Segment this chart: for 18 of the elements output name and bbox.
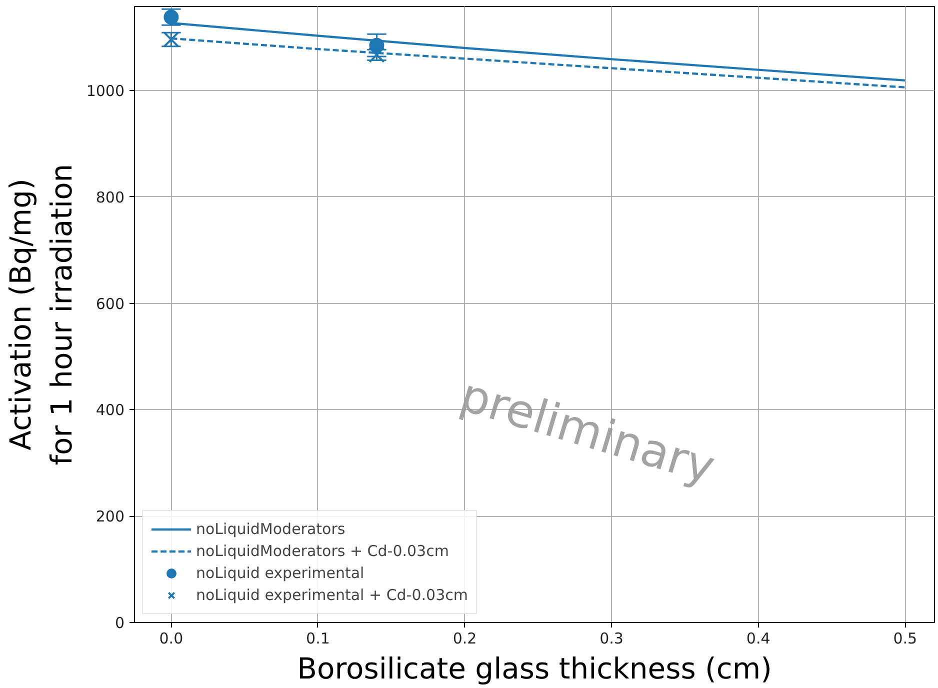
x-tick-label: 0.4 (746, 630, 770, 648)
y-tick-label: 1000 (86, 82, 125, 100)
x-axis-title: Borosilicate glass thickness (cm) (297, 652, 772, 686)
x-tick-label: 0.3 (600, 630, 624, 648)
x-tick-label: 0.2 (452, 630, 477, 648)
legend-label: noLiquidModerators (196, 520, 346, 538)
y-tick-label: 200 (96, 508, 125, 526)
legend-label: noLiquid experimental + Cd-0.03cm (196, 586, 468, 604)
y-axis-title: Activation (Bq/mg) for 1 hour irradiation (4, 164, 78, 466)
legend-label: noLiquidModerators + Cd-0.03cm (196, 542, 449, 560)
legend-label: noLiquid experimental (196, 564, 364, 582)
x-tick-label: 0.5 (893, 630, 918, 648)
y-tick-label: 600 (96, 294, 125, 313)
y-tick-label: 400 (96, 401, 125, 420)
y-tick-label: 0 (114, 614, 125, 632)
y-tick-label: 800 (96, 188, 125, 206)
x-tick-label: 0.1 (306, 630, 330, 648)
x-tick-label: 0.0 (159, 630, 184, 648)
